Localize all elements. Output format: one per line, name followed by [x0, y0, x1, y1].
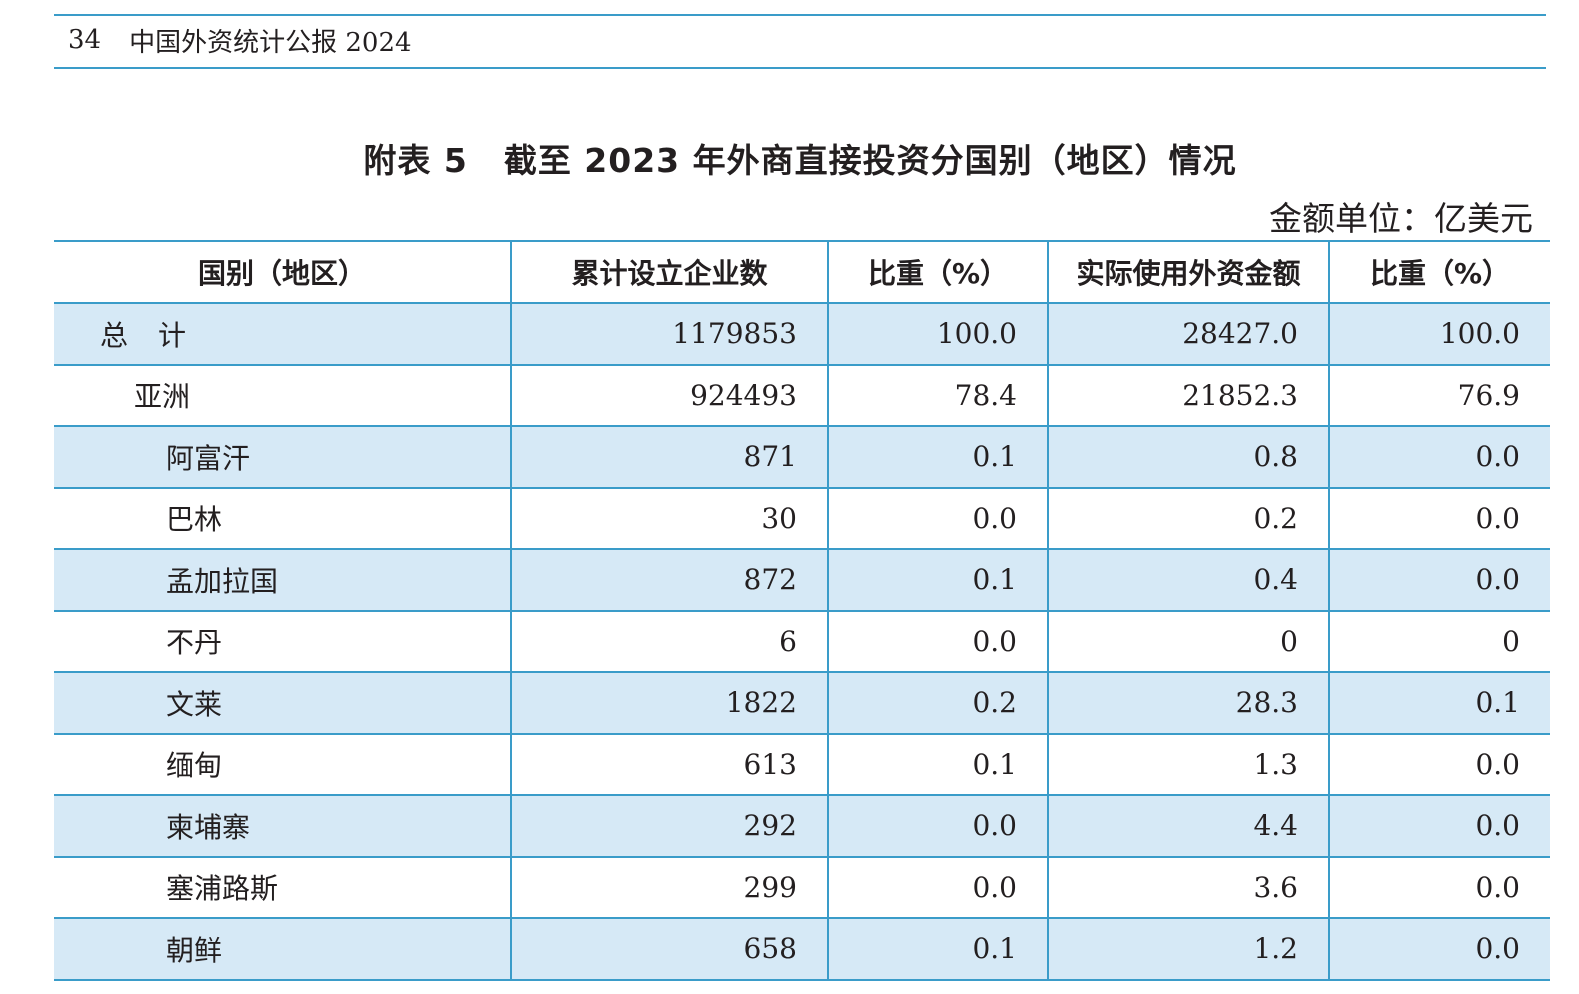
cell-share-enterprises: 0.0	[827, 487, 1048, 550]
table-number: 附表 5	[363, 141, 468, 180]
column-header-share-amount: 比重（%）	[1328, 240, 1550, 304]
table-row: 朝鲜 658 0.1 1.2 0.0	[54, 918, 1550, 981]
table-row: 阿富汗 871 0.1 0.8 0.0	[54, 426, 1550, 489]
cell-share-enterprises: 0.1	[827, 549, 1048, 612]
table-row: 孟加拉国 872 0.1 0.4 0.0	[54, 549, 1550, 612]
cell-share-enterprises: 0.0	[827, 856, 1048, 919]
publication-title: 中国外资统计公报 2024	[129, 27, 412, 58]
cell-country: 阿富汗	[54, 426, 511, 489]
cell-share-enterprises: 0.0	[827, 795, 1048, 858]
cell-enterprises: 30	[510, 487, 828, 550]
table-row: 亚洲 924493 78.4 21852.3 76.9	[54, 364, 1550, 427]
cell-share-amount: 0.0	[1328, 487, 1550, 550]
table-row: 塞浦路斯 299 0.0 3.6 0.0	[54, 856, 1550, 919]
cell-amount: 0.2	[1047, 487, 1329, 550]
cell-share-amount: 100.0	[1328, 303, 1550, 366]
cell-enterprises: 658	[510, 918, 828, 981]
table-body: 总计 1179853 100.0 28427.0 100.0 亚洲 924493 78.4 21…	[54, 303, 1550, 981]
header-top-rule	[54, 14, 1546, 16]
cell-share-enterprises: 0.2	[827, 672, 1048, 735]
cell-share-amount: 0.0	[1328, 426, 1550, 489]
cell-country: 不丹	[54, 610, 511, 673]
column-header-enterprises: 累计设立企业数	[510, 240, 828, 304]
cell-amount: 1.2	[1047, 918, 1329, 981]
header-bottom-rule	[54, 67, 1546, 69]
page-number: 34	[68, 25, 102, 55]
cell-amount: 28.3	[1047, 672, 1329, 735]
unit-note: 金额单位：亿美元	[1269, 199, 1533, 238]
cell-country: 柬埔寨	[54, 795, 511, 858]
fdi-by-country-table: 国别（地区） 累计设立企业数 比重（%） 实际使用外资金额 比重（%） 总计 11…	[54, 240, 1550, 981]
cell-enterprises: 613	[510, 733, 828, 796]
column-header-country: 国别（地区）	[54, 240, 511, 304]
cell-enterprises: 871	[510, 426, 828, 489]
cell-amount: 0	[1047, 610, 1329, 673]
cell-enterprises: 299	[510, 856, 828, 919]
cell-amount: 3.6	[1047, 856, 1329, 919]
cell-enterprises: 924493	[510, 364, 828, 427]
cell-country: 总计	[54, 303, 511, 366]
cell-enterprises: 6	[510, 610, 828, 673]
cell-enterprises: 872	[510, 549, 828, 612]
table-row: 不丹 6 0.0 0 0	[54, 610, 1550, 673]
cell-share-amount: 0.0	[1328, 549, 1550, 612]
cell-share-amount: 0.1	[1328, 672, 1550, 735]
table-row: 巴林 30 0.0 0.2 0.0	[54, 487, 1550, 550]
cell-country: 巴林	[54, 487, 511, 550]
cell-amount: 21852.3	[1047, 364, 1329, 427]
cell-amount: 0.8	[1047, 426, 1329, 489]
cell-country: 文莱	[54, 672, 511, 735]
cell-enterprises: 1822	[510, 672, 828, 735]
cell-amount: 4.4	[1047, 795, 1329, 858]
column-header-share-enterprises: 比重（%）	[827, 240, 1048, 304]
cell-share-amount: 0.0	[1328, 918, 1550, 981]
running-head: 34 中国外资统计公报 2024	[68, 22, 412, 58]
cell-country: 朝鲜	[54, 918, 511, 981]
cell-enterprises: 292	[510, 795, 828, 858]
cell-country: 亚洲	[54, 364, 511, 427]
cell-share-amount: 0.0	[1328, 795, 1550, 858]
column-header-amount: 实际使用外资金额	[1047, 240, 1329, 304]
cell-share-enterprises: 0.0	[827, 610, 1048, 673]
cell-share-amount: 0	[1328, 610, 1550, 673]
table-header-row: 国别（地区） 累计设立企业数 比重（%） 实际使用外资金额 比重（%）	[54, 240, 1550, 304]
cell-amount: 0.4	[1047, 549, 1329, 612]
cell-country: 缅甸	[54, 733, 511, 796]
table-row: 文莱 1822 0.2 28.3 0.1	[54, 672, 1550, 735]
table-title-text: 截至 2023 年外商直接投资分国别（地区）情况	[503, 141, 1237, 180]
cell-share-amount: 76.9	[1328, 364, 1550, 427]
cell-share-enterprises: 100.0	[827, 303, 1048, 366]
cell-amount: 28427.0	[1047, 303, 1329, 366]
cell-country: 塞浦路斯	[54, 856, 511, 919]
cell-country: 孟加拉国	[54, 549, 511, 612]
cell-share-amount: 0.0	[1328, 856, 1550, 919]
cell-share-amount: 0.0	[1328, 733, 1550, 796]
table-title: 附表 5 截至 2023 年外商直接投资分国别（地区）情况	[0, 134, 1579, 182]
table-row: 柬埔寨 292 0.0 4.4 0.0	[54, 795, 1550, 858]
cell-share-enterprises: 0.1	[827, 918, 1048, 981]
cell-amount: 1.3	[1047, 733, 1329, 796]
cell-share-enterprises: 0.1	[827, 426, 1048, 489]
table-row: 缅甸 613 0.1 1.3 0.0	[54, 733, 1550, 796]
cell-enterprises: 1179853	[510, 303, 828, 366]
cell-share-enterprises: 0.1	[827, 733, 1048, 796]
cell-share-enterprises: 78.4	[827, 364, 1048, 427]
table-row: 总计 1179853 100.0 28427.0 100.0	[54, 303, 1550, 366]
